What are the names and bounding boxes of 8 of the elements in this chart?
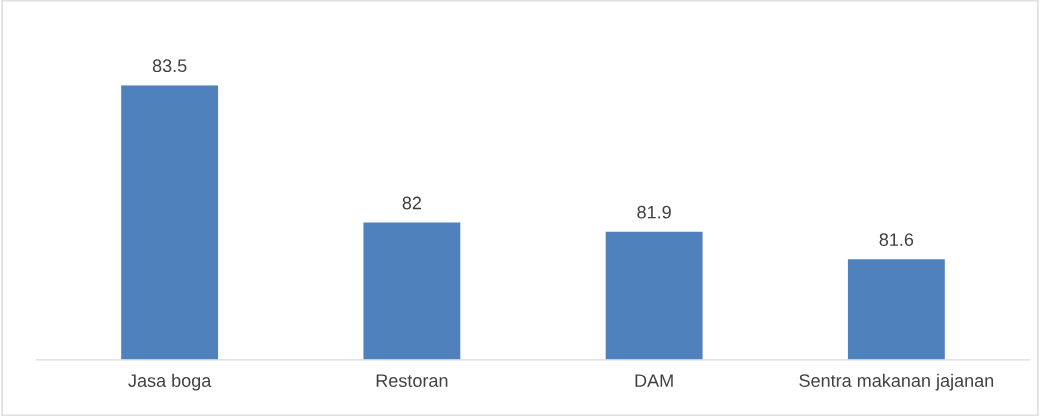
x-tick-label: Sentra makanan jajanan	[799, 373, 994, 391]
x-tick-label: Restoran	[376, 374, 448, 387]
x-tick-label: DAM	[635, 374, 673, 387]
data-label: 81.6	[879, 233, 914, 246]
data-label: 82	[402, 196, 422, 210]
data-label: 81.9	[637, 205, 671, 219]
x-tick-label: Jasa boga	[128, 373, 212, 391]
data-label: 83.5	[152, 59, 187, 73]
